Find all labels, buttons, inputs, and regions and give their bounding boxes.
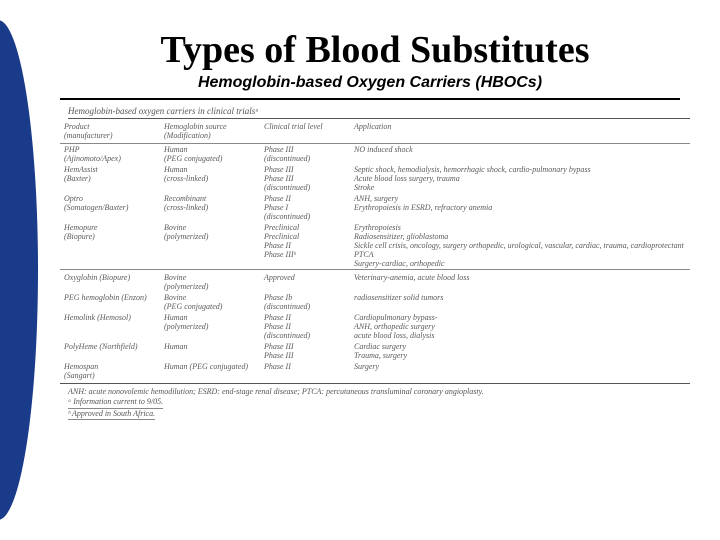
cell: acute blood loss, dialysis: [354, 331, 434, 340]
cell: Oxyglobin (Biopure): [64, 273, 130, 282]
cell: Human: [164, 145, 188, 154]
cell: Cardiac surgery: [354, 342, 406, 351]
cell: (PEG conjugated): [164, 302, 222, 311]
cell: (Sangart): [64, 371, 95, 380]
table-row: Oxyglobin (Biopure) Bovine(polymerized) …: [60, 270, 690, 293]
hdr-modification: (Modification): [164, 131, 211, 140]
cell: Preclinical: [264, 223, 299, 232]
footnote-b: ᵇ Approved in South Africa.: [68, 409, 155, 420]
cell: Stroke: [354, 183, 374, 192]
cell: Human: [164, 165, 188, 174]
cell: (cross-linked): [164, 174, 208, 183]
cell: Bovine: [164, 273, 186, 282]
cell: ANH, orthopedic surgery: [354, 322, 435, 331]
cell: Septic shock, hemodialysis, hemorrhagic …: [354, 165, 591, 174]
table-caption: Hemoglobin-based oxygen carriers in clin…: [68, 106, 690, 119]
cell: radiosensitizer solid tumors: [354, 293, 443, 302]
cell: Phase II: [264, 313, 291, 322]
table-row: Optro(Somatogen/Baxter) Recombinant(cros…: [60, 193, 690, 222]
cell: Phase Ib: [264, 293, 292, 302]
cell: Phase II: [264, 194, 291, 203]
cell: Erythropoiesis in ESRD, refractory anemi…: [354, 203, 492, 212]
cell: Radiosensitizer, glioblastoma: [354, 232, 448, 241]
cell: Preclinical: [264, 232, 299, 241]
cell: Phase II: [264, 241, 291, 250]
cell: Acute blood loss surgery, trauma: [354, 174, 460, 183]
cell: Phase II: [264, 362, 291, 371]
slide-title: Types of Blood Substitutes: [60, 28, 690, 72]
table-row: Hemospan(Sangart) Human (PEG conjugated)…: [60, 361, 690, 381]
cell: Surgery-cardiac, orthopedic: [354, 259, 445, 268]
cell: NO induced shock: [354, 145, 413, 154]
hdr-manufacturer: (manufacturer): [64, 131, 113, 140]
cell: (discontinued): [264, 302, 310, 311]
cell: Hemospan: [64, 362, 98, 371]
footnotes: ANH: acute nonovolemic hemodilution; ESR…: [60, 383, 690, 420]
table-row: HemAssist(Baxter) Human(cross-linked) Ph…: [60, 164, 690, 193]
cell: PHP: [64, 145, 80, 154]
cell: (discontinued): [264, 331, 310, 340]
cell: (polymerized): [164, 282, 208, 291]
cell: Hemopure: [64, 223, 97, 232]
cell: Approved: [264, 273, 295, 282]
cell: PolyHeme (Northfield): [64, 342, 138, 351]
footnote-a: ᵃ Information current to 9/05.: [68, 397, 163, 408]
cell: Optro: [64, 194, 83, 203]
cell: (discontinued): [264, 154, 310, 163]
cell: ANH, surgery: [354, 194, 398, 203]
hdr-trial: Clinical trial level: [264, 122, 323, 131]
cell: Sickle cell crisis, oncology, surgery or…: [354, 241, 684, 259]
table-row: Hemolink (Hemosol) Human(polymerized) Ph…: [60, 312, 690, 341]
cell: Recombinant: [164, 194, 206, 203]
cell: Trauma, surgery: [354, 351, 407, 360]
cell: (discontinued): [264, 212, 310, 221]
hdr-product: Product: [64, 122, 89, 131]
cell: Human (PEG conjugated): [164, 362, 248, 371]
cell: (discontinued): [264, 183, 310, 192]
cell: Phase II: [264, 322, 291, 331]
cell: Human: [164, 342, 188, 351]
cell: Phase III: [264, 145, 294, 154]
cell: Phase III: [264, 174, 294, 183]
cell: Surgery: [354, 362, 379, 371]
cell: (Baxter): [64, 174, 91, 183]
cell: PEG hemoglobin (Enzon): [64, 293, 147, 302]
cell: (polymerized): [164, 322, 208, 331]
cell: (PEG conjugated): [164, 154, 222, 163]
cell: Human: [164, 313, 188, 322]
cell: (Ajinomoto/Apex): [64, 154, 121, 163]
hdr-application: Application: [354, 122, 391, 131]
cell: (Somatogen/Baxter): [64, 203, 128, 212]
cell: (Biopure): [64, 232, 95, 241]
hdr-source: Hemoglobin source: [164, 122, 227, 131]
cell: Phase I: [264, 203, 288, 212]
cell: Phase IIIᵇ: [264, 250, 296, 259]
footnote-abbrev: ANH: acute nonovolemic hemodilution; ESR…: [68, 387, 690, 397]
cell: Phase III: [264, 342, 294, 351]
cell: Phase III: [264, 165, 294, 174]
cell: Bovine: [164, 223, 186, 232]
slide-subtitle: Hemoglobin-based Oxygen Carriers (HBOCs): [60, 74, 680, 100]
cell: Cardiopulmonary bypass-: [354, 313, 437, 322]
hboc-table: Product (manufacturer) Hemoglobin source…: [60, 121, 690, 381]
cell: Bovine: [164, 293, 186, 302]
cell: (polymerized): [164, 232, 208, 241]
table-row: PolyHeme (Northfield) Human Phase IIIPha…: [60, 341, 690, 361]
table-row: Hemopure(Biopure) Bovine(polymerized) Pr…: [60, 222, 690, 270]
cell: Erythropoiesis: [354, 223, 401, 232]
slide-content: Types of Blood Substitutes Hemoglobin-ba…: [0, 0, 720, 420]
cell: (cross-linked): [164, 203, 208, 212]
table-row: PEG hemoglobin (Enzon) Bovine(PEG conjug…: [60, 292, 690, 312]
table-row: PHP(Ajinomoto/Apex) Human(PEG conjugated…: [60, 144, 690, 165]
cell: Phase III: [264, 351, 294, 360]
cell: HemAssist: [64, 165, 98, 174]
table-header-row: Product (manufacturer) Hemoglobin source…: [60, 121, 690, 144]
cell: Veterinary-anemia, acute blood loss: [354, 273, 470, 282]
cell: Hemolink (Hemosol): [64, 313, 131, 322]
